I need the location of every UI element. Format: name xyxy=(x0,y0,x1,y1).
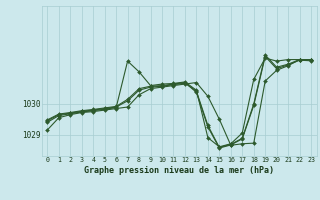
X-axis label: Graphe pression niveau de la mer (hPa): Graphe pression niveau de la mer (hPa) xyxy=(84,166,274,175)
